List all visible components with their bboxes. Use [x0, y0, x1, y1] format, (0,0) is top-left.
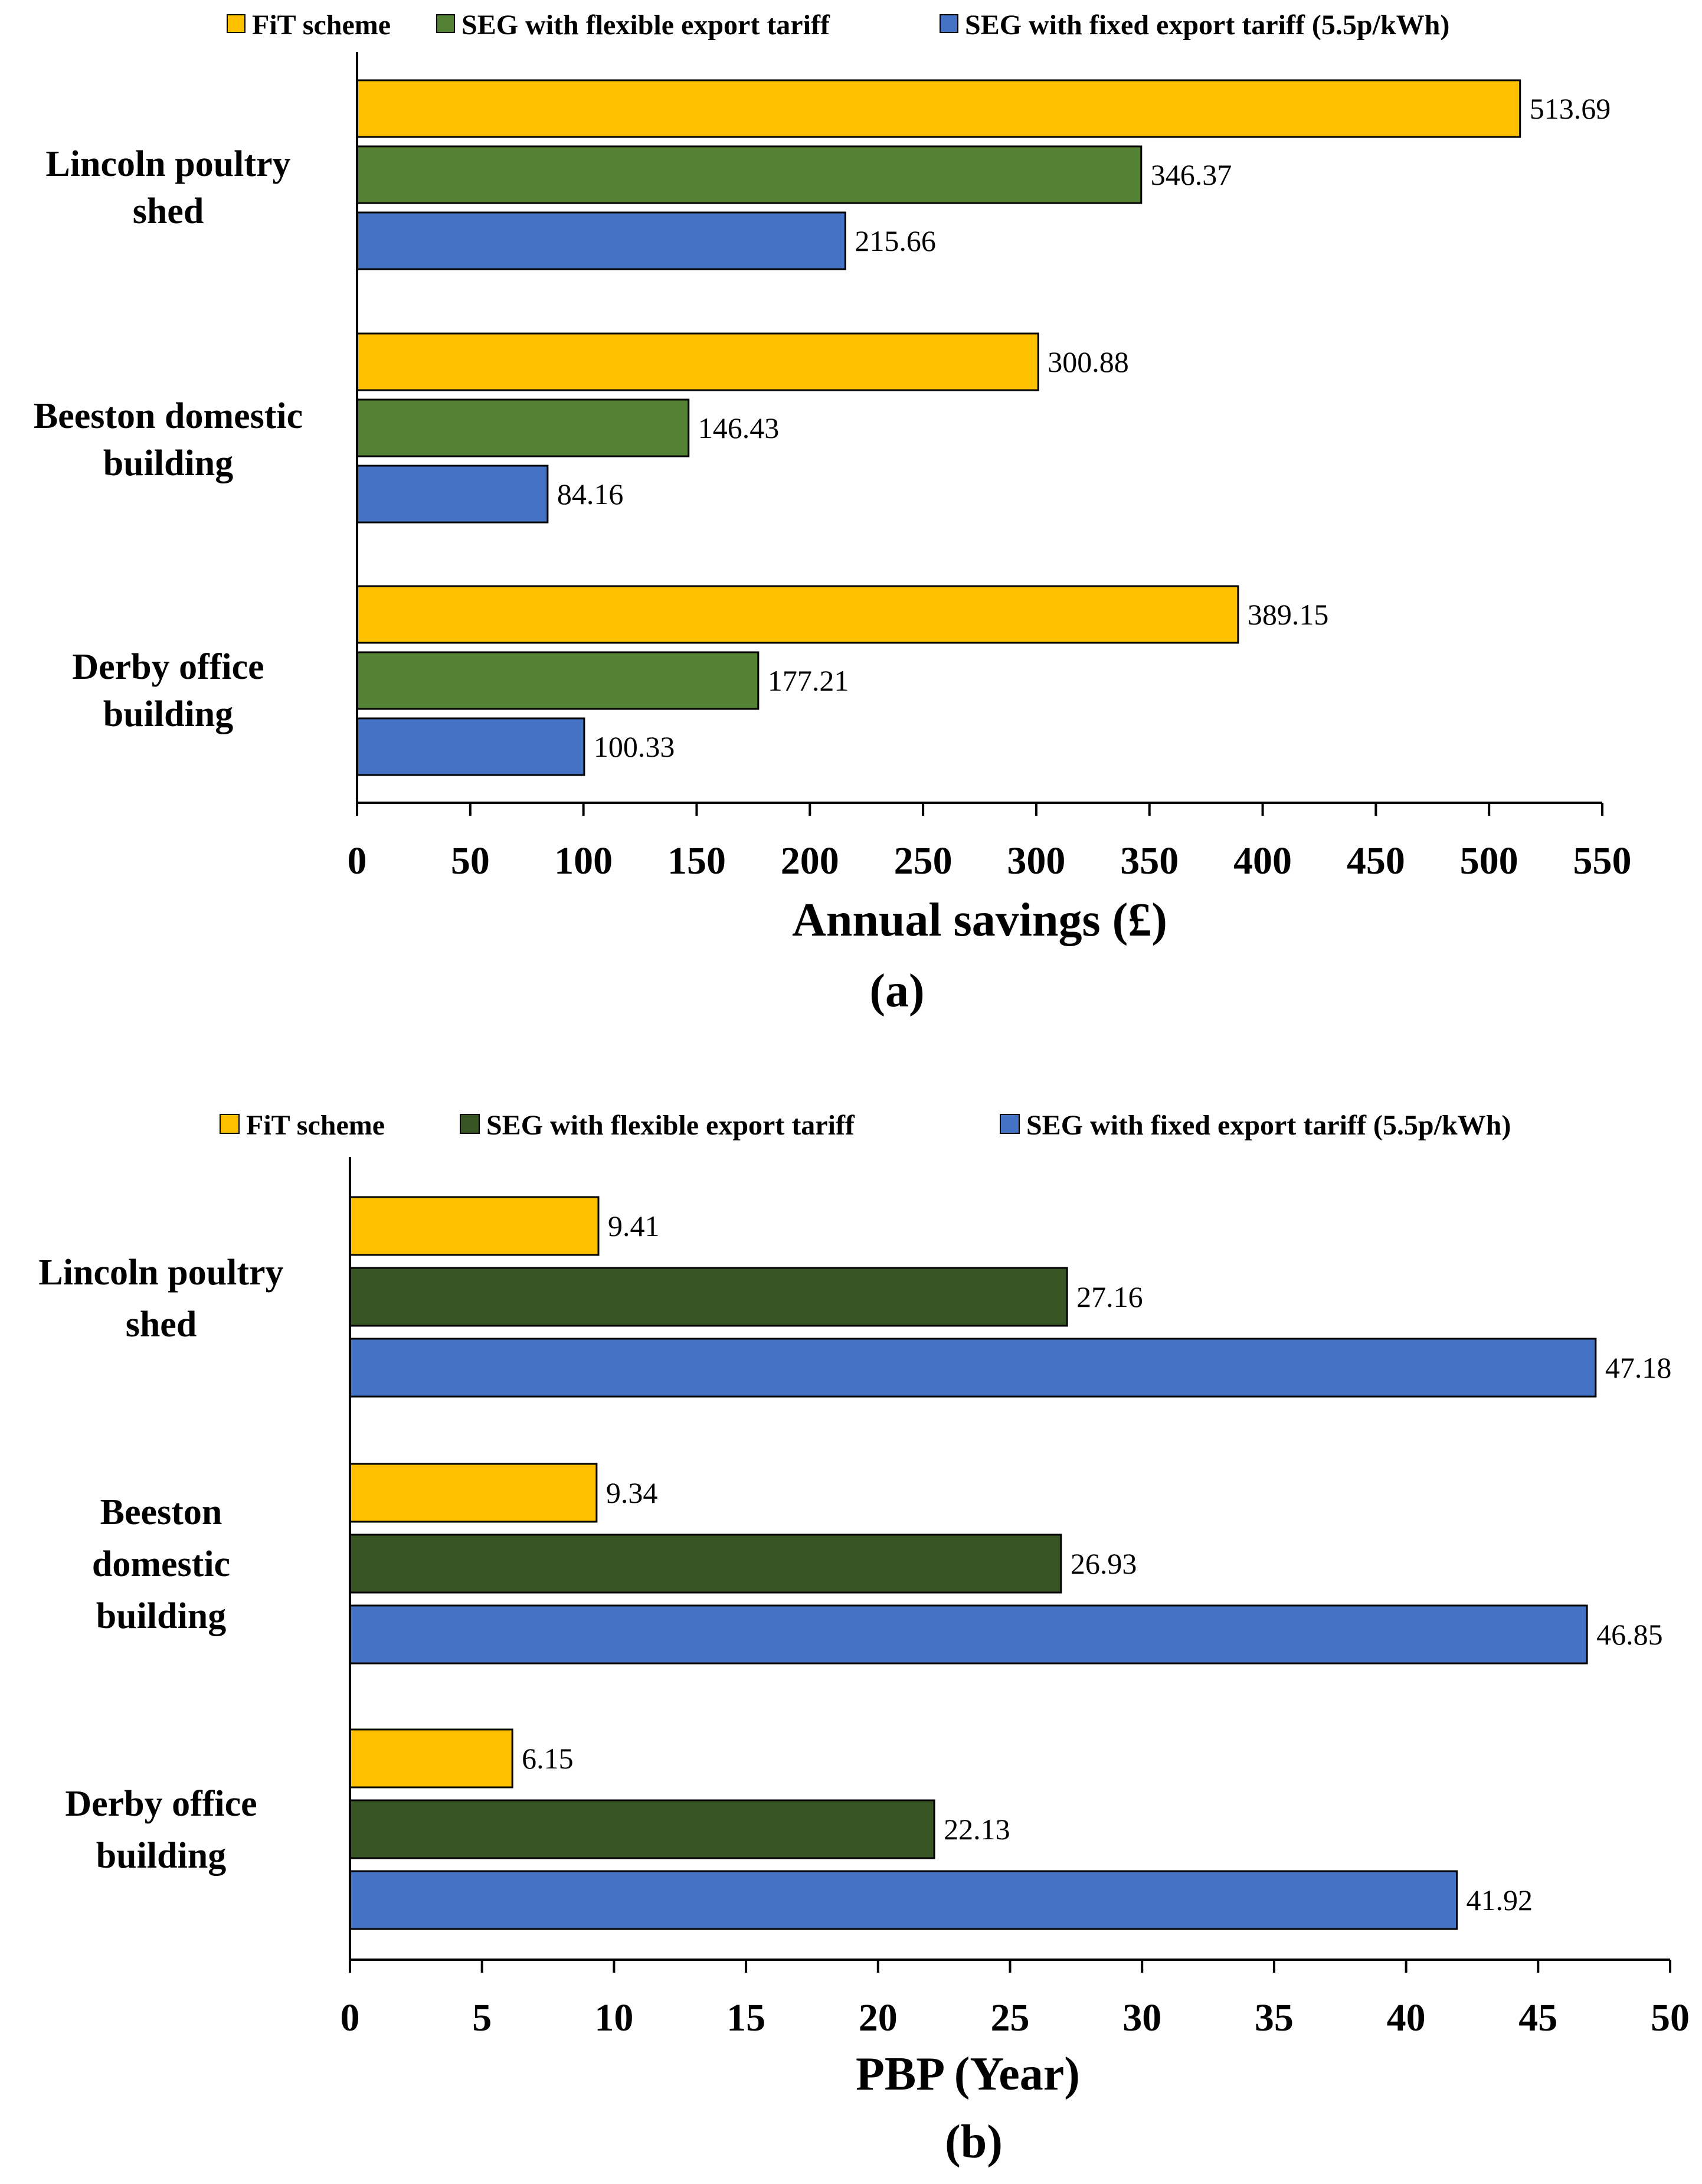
bar	[356, 332, 1039, 391]
bar-value-label: 26.93	[1071, 1547, 1137, 1580]
legend-swatch	[940, 14, 958, 33]
x-tick-label: 0	[341, 1996, 360, 2039]
bar	[356, 585, 1239, 644]
x-tick-label: 450	[1347, 839, 1405, 882]
bar-value-label: 84.16	[557, 478, 624, 511]
bar	[349, 1799, 935, 1859]
x-tick-label: 45	[1518, 1996, 1557, 2039]
bar-value-label: 389.15	[1248, 598, 1329, 631]
category-label: Beeston domestic building	[92, 1492, 230, 1636]
chart-panel-b: FiT scheme SEG with flexible export tarif…	[38, 1110, 1690, 2168]
x-tick-label: 10	[594, 1996, 633, 2039]
bar	[349, 1338, 1597, 1398]
bar	[356, 79, 1521, 138]
legend-label: FiT scheme	[246, 1110, 385, 1141]
bar	[349, 1728, 513, 1789]
x-tick-label: 5	[472, 1996, 492, 2039]
bar	[356, 398, 690, 457]
category-label-line: building	[96, 1596, 227, 1636]
bar-value-label: 27.16	[1076, 1280, 1143, 1313]
category-label: Lincoln poultry shed	[45, 144, 290, 231]
x-tick-label: 300	[1007, 839, 1065, 882]
category-label-line: Beeston domestic	[34, 396, 303, 436]
x-tick-label: 25	[991, 1996, 1030, 2039]
bar	[356, 145, 1143, 204]
bar	[356, 651, 760, 710]
x-tick-label: 350	[1120, 839, 1179, 882]
x-axis-title: PBP (Year)	[856, 2048, 1080, 2100]
legend-swatch	[227, 14, 246, 33]
chart-panel-a: FiT scheme SEG with flexible export tarif…	[34, 9, 1632, 1017]
bar	[356, 717, 585, 776]
bar-value-label: 177.21	[768, 664, 849, 697]
x-tick-label: 50	[1651, 1996, 1690, 2039]
x-tick-label: 200	[781, 839, 839, 882]
legend-label: SEG with fixed export tariff (5.5p/kWh)	[1026, 1110, 1511, 1141]
x-tick-label: 40	[1387, 1996, 1426, 2039]
bar-value-label: 9.34	[606, 1476, 658, 1509]
bar-value-label: 22.13	[944, 1813, 1010, 1846]
bar	[349, 1196, 600, 1256]
bar-value-label: 6.15	[522, 1742, 574, 1775]
category-label: Derby office building	[72, 647, 264, 734]
category-label-line: building	[103, 443, 234, 483]
legend-swatch	[220, 1114, 240, 1134]
bar	[356, 211, 846, 270]
category-label-line: building	[103, 694, 234, 734]
x-tick-label: 35	[1255, 1996, 1294, 2039]
x-tick-label: 100	[554, 839, 613, 882]
legend-swatch	[460, 1114, 480, 1134]
bar	[349, 1463, 598, 1523]
x-tick-label: 150	[667, 839, 726, 882]
x-tick-label: 50	[451, 839, 490, 882]
legend-swatch	[1000, 1114, 1020, 1134]
bar-value-label: 513.69	[1530, 92, 1611, 125]
legend-label: SEG with flexible export tariff	[461, 9, 830, 41]
category-label: Beeston domestic building	[34, 396, 303, 483]
x-tick-label: 500	[1460, 839, 1518, 882]
category-label-line: Lincoln poultry	[38, 1253, 283, 1293]
bar	[356, 465, 549, 524]
panel-label: (a)	[869, 965, 924, 1017]
x-tick-label: 20	[859, 1996, 898, 2039]
category-label-line: shed	[126, 1304, 197, 1345]
bar-value-label: 47.18	[1605, 1351, 1672, 1384]
bar-value-label: 100.33	[594, 730, 675, 763]
bar-value-label: 146.43	[698, 411, 780, 444]
category-label-line: Beeston	[100, 1492, 222, 1532]
bar-value-label: 41.92	[1467, 1884, 1533, 1917]
bar-value-label: 46.85	[1596, 1618, 1663, 1651]
x-tick-label: 15	[726, 1996, 765, 2039]
category-label: Lincoln poultry shed	[38, 1253, 283, 1345]
x-tick-label: 550	[1573, 839, 1632, 882]
legend-label: SEG with fixed export tariff (5.5p/kWh)	[965, 9, 1449, 41]
category-label-line: Lincoln poultry	[45, 144, 290, 184]
legend-label: SEG with flexible export tariff	[486, 1110, 855, 1141]
bar	[349, 1604, 1588, 1665]
bar-value-label: 9.41	[608, 1209, 660, 1243]
x-tick-label: 30	[1122, 1996, 1161, 2039]
category-label-line: shed	[133, 191, 204, 231]
x-tick-label: 0	[348, 839, 367, 882]
bar-value-label: 300.88	[1048, 345, 1129, 378]
category-label-line: Derby office	[65, 1784, 257, 1824]
category-label-line: domestic	[92, 1544, 230, 1584]
bar-value-label: 215.66	[855, 224, 936, 257]
legend-label: FiT scheme	[252, 9, 391, 41]
bar	[349, 1534, 1062, 1594]
bar-value-label: 346.37	[1151, 158, 1232, 191]
category-label-line: building	[96, 1836, 227, 1876]
bar	[349, 1267, 1068, 1327]
panel-label: (b)	[945, 2116, 1003, 2168]
category-label-line: Derby office	[72, 647, 264, 687]
category-label: Derby office building	[65, 1784, 257, 1876]
legend-swatch	[436, 14, 455, 33]
x-tick-label: 250	[894, 839, 953, 882]
x-axis-title: Annual savings (£)	[792, 894, 1167, 946]
bar	[349, 1870, 1458, 1930]
x-tick-label: 400	[1233, 839, 1292, 882]
